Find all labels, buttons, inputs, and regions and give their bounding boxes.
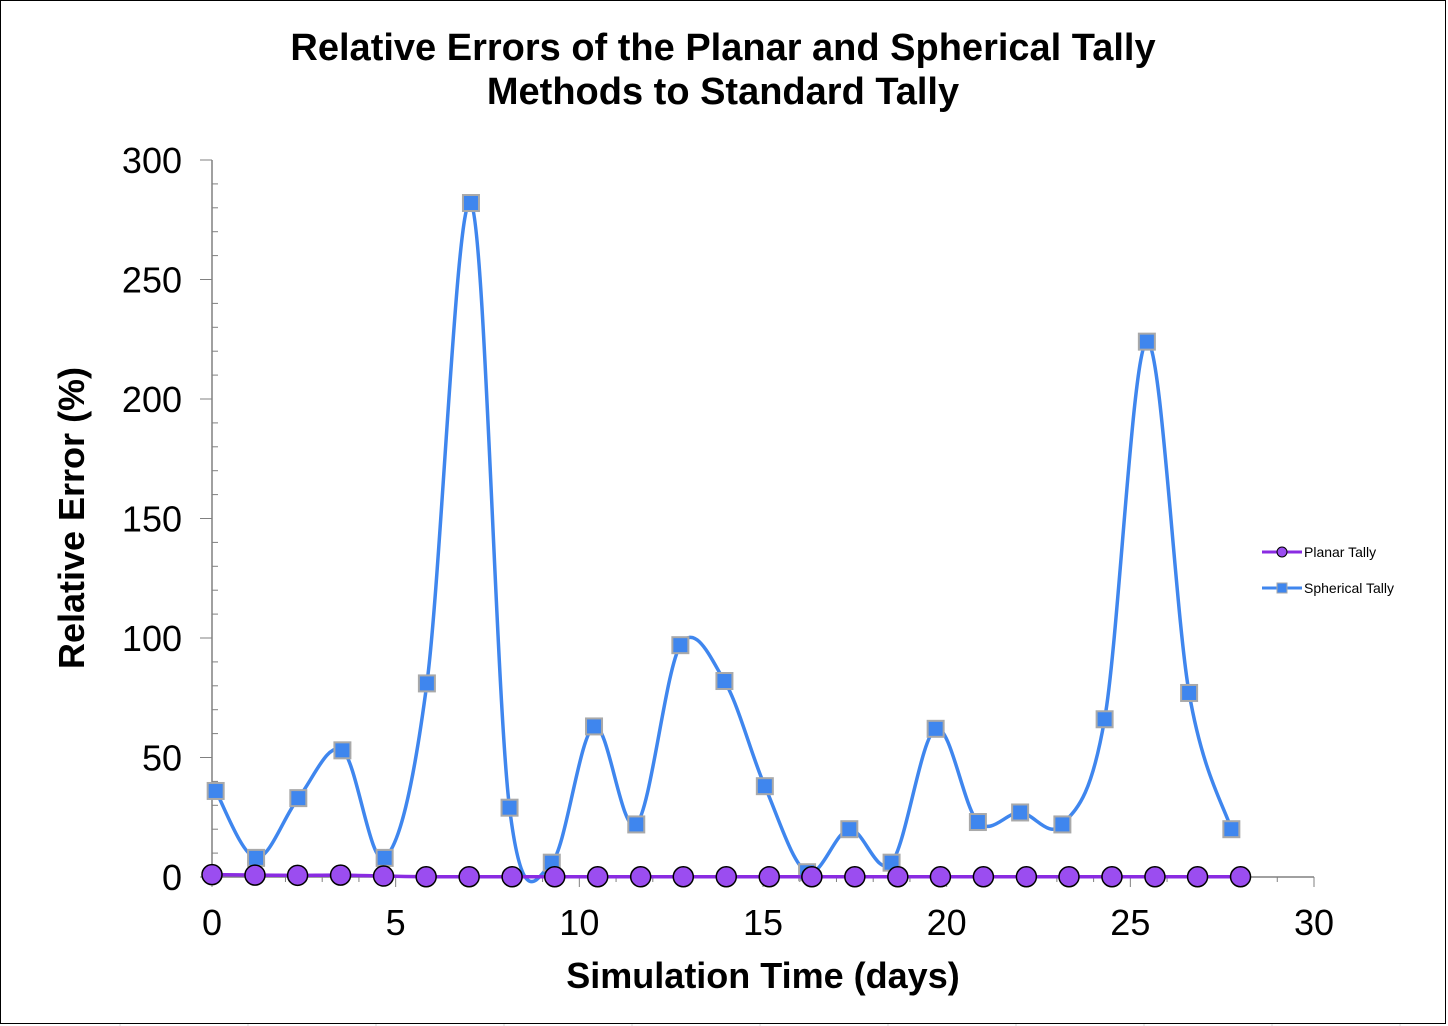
- data-point-circle: [244, 864, 266, 886]
- data-point-square: [247, 848, 266, 867]
- y-tick-label: 50: [142, 738, 182, 779]
- series-layer: [201, 194, 1252, 888]
- x-axis-title: Simulation Time (days): [566, 955, 959, 996]
- x-tick-label: 5: [386, 902, 406, 943]
- series-spherical-tally: [206, 194, 1241, 884]
- data-point-square: [1095, 710, 1114, 729]
- data-point-circle: [501, 866, 523, 888]
- data-point-circle: [458, 866, 480, 888]
- data-point-square: [289, 789, 308, 808]
- chart-title-line-2: Methods to Standard Tally: [486, 71, 960, 113]
- chart-title: Relative Errors of the Planar and Spheri…: [0, 26, 1446, 114]
- data-point-square: [1053, 815, 1072, 834]
- y-axis-title: Relative Error (%): [51, 367, 92, 669]
- data-point-circle: [1058, 866, 1080, 888]
- data-point-circle: [286, 864, 309, 887]
- data-point-circle: [586, 866, 609, 888]
- y-tick-label: 250: [122, 260, 182, 301]
- data-point-circle: [629, 866, 652, 888]
- x-tick-label: 15: [743, 902, 783, 943]
- x-tick-label: 10: [559, 902, 599, 943]
- data-point-circle: [801, 866, 823, 888]
- data-point-square: [755, 777, 774, 796]
- legend-label: Spherical Tally: [1304, 580, 1394, 596]
- y-tick-label: 100: [122, 618, 182, 659]
- legend-marker-square: [1276, 582, 1288, 594]
- x-tick-label: 30: [1294, 902, 1334, 943]
- data-point-circle: [329, 864, 352, 886]
- data-point-circle: [1144, 866, 1166, 888]
- data-point-square: [417, 674, 436, 693]
- data-point-square: [500, 798, 519, 817]
- data-point-square: [375, 848, 394, 867]
- data-point-circle: [1229, 866, 1252, 888]
- y-tick-label: 200: [122, 379, 182, 420]
- data-point-circle: [543, 866, 566, 888]
- x-tick-label: 20: [927, 902, 967, 943]
- series-line: [214, 200, 1234, 884]
- data-point-square: [926, 719, 945, 738]
- data-point-circle: [1186, 866, 1209, 888]
- legend-item-spherical-tally[interactable]: Spherical Tally: [1262, 580, 1394, 596]
- data-point-square: [1222, 820, 1241, 839]
- x-tick-label: 0: [202, 902, 222, 943]
- chart-title-line-1: Relative Errors of the Planar and Spheri…: [290, 27, 1156, 69]
- data-point-circle: [415, 866, 437, 888]
- data-point-square: [627, 815, 646, 834]
- axes: 0 50 100 150 200 250 300 0 5 10 15 20 25 30: [122, 140, 1334, 943]
- data-point-circle: [929, 866, 952, 888]
- data-point-square: [1137, 332, 1156, 351]
- data-point-circle: [372, 865, 395, 887]
- data-point-square: [840, 820, 859, 839]
- y-tick-label: 0: [162, 857, 182, 898]
- data-point-square: [206, 781, 225, 800]
- legend-marker-circle: [1276, 546, 1288, 558]
- data-point-square: [1011, 803, 1030, 822]
- data-point-circle: [887, 866, 909, 888]
- data-point-square: [461, 194, 480, 213]
- data-point-circle: [972, 866, 995, 888]
- series-planar-tally: [201, 863, 1252, 888]
- x-tick-label: 25: [1110, 902, 1150, 943]
- legend[interactable]: Planar Tally Spherical Tally: [1262, 544, 1394, 596]
- data-point-square: [585, 717, 604, 736]
- data-point-square: [671, 636, 690, 655]
- data-point-circle: [672, 866, 695, 888]
- data-point-square: [333, 741, 352, 760]
- legend-item-planar-tally[interactable]: Planar Tally: [1262, 544, 1376, 560]
- data-point-square: [1180, 683, 1199, 702]
- legend-label: Planar Tally: [1304, 544, 1376, 560]
- y-tick-label: 300: [122, 140, 182, 181]
- data-point-circle: [758, 866, 780, 888]
- data-point-circle: [844, 866, 866, 888]
- y-tick-label: 150: [122, 499, 182, 540]
- data-point-circle: [1101, 866, 1123, 888]
- data-point-circle: [201, 863, 223, 886]
- data-point-circle: [715, 866, 738, 888]
- data-point-square: [968, 813, 987, 832]
- data-point-square: [715, 672, 734, 691]
- data-point-circle: [1015, 866, 1038, 888]
